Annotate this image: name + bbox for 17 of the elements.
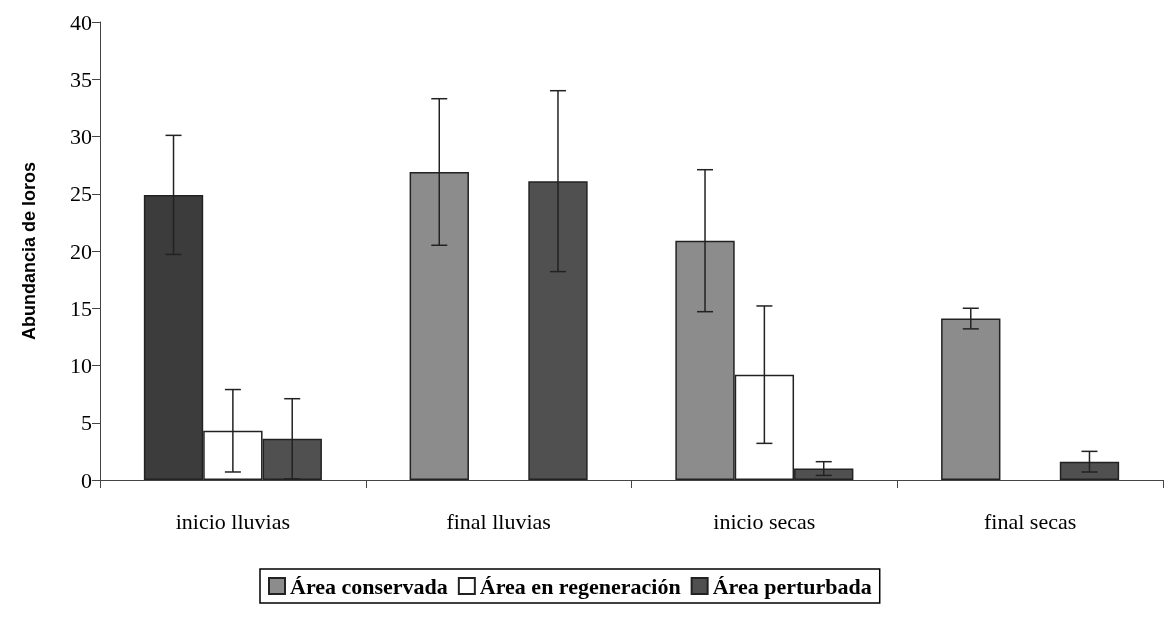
y-tick-label: 30: [70, 124, 92, 149]
y-tick-label: 35: [70, 66, 92, 92]
y-tick-label: 0: [81, 467, 92, 493]
legend-label: Área perturbada: [712, 573, 872, 599]
legend-label: Área conservada: [290, 573, 448, 599]
y-tick-label: 15: [70, 295, 92, 321]
y-axis-title: Abundancia de loros: [19, 161, 39, 341]
x-tick-label: final secas: [984, 508, 1077, 534]
x-tick-label: inicio secas: [713, 508, 816, 534]
y-tick-label: 20: [70, 238, 92, 264]
x-tick-label: final lluvias: [446, 508, 551, 534]
x-tick-label: inicio lluvias: [175, 508, 291, 534]
y-tick-label: 25: [70, 181, 92, 207]
legend-label: Área en regeneración: [479, 573, 681, 599]
y-tick-label: 10: [70, 353, 92, 378]
y-tick-label: 5: [81, 410, 92, 436]
y-tick-label: 40: [70, 9, 92, 35]
